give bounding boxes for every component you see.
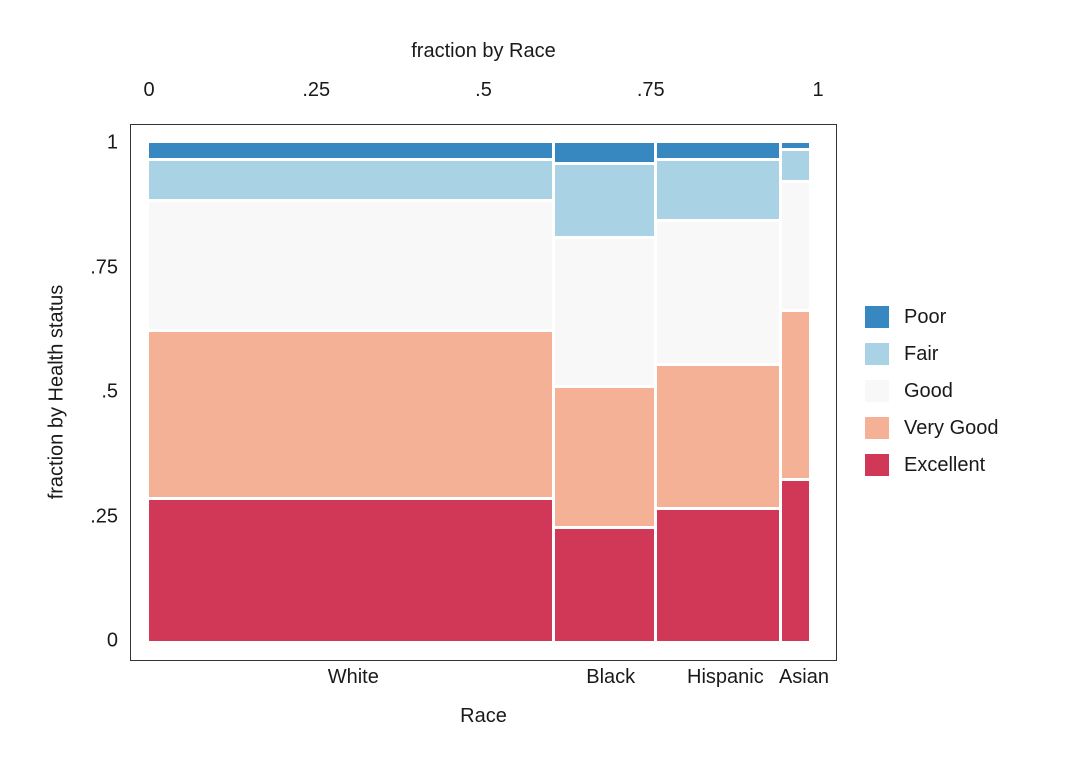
legend-swatch-very-good: [865, 417, 889, 439]
legend-row-poor: Poor: [865, 306, 999, 328]
legend-swatch-poor: [865, 306, 889, 328]
segment-hispanic-fair: [657, 160, 779, 219]
legend-label: Fair: [904, 342, 939, 365]
segment-white-excellent: [149, 500, 553, 641]
x-tick-label: .25: [302, 79, 331, 101]
mosaic-column-hispanic: [657, 143, 779, 641]
legend-swatch-fair: [865, 343, 889, 365]
y-tick-label: .75: [90, 256, 118, 278]
legend: Poor Fair Good Very Good Excellent: [865, 306, 999, 491]
segment-black-very-good: [555, 387, 655, 527]
x-tick-label: .75: [636, 79, 665, 101]
segment-white-poor: [149, 143, 553, 158]
mosaic-plot-area: [149, 143, 818, 641]
legend-label: Poor: [904, 305, 947, 328]
x-tick-label: 1: [812, 79, 824, 101]
segment-hispanic-very-good: [657, 365, 779, 507]
segment-white-very-good: [149, 331, 553, 498]
mosaic-column-white: [149, 143, 553, 641]
y-tick-label: 0: [106, 629, 118, 652]
segment-white-fair: [149, 160, 553, 200]
category-label-white: White: [327, 666, 379, 688]
x-axis-title: Race: [460, 705, 507, 727]
y-tick-label: 1: [106, 131, 118, 154]
category-label-black: Black: [586, 666, 636, 688]
segment-asian-excellent: [781, 480, 810, 641]
y-tick-label: .25: [90, 505, 118, 527]
segment-hispanic-good: [657, 221, 779, 363]
segment-hispanic-excellent: [657, 509, 779, 641]
legend-row-fair: Fair: [865, 343, 999, 365]
legend-label: Very Good: [904, 416, 999, 439]
segment-black-fair: [555, 165, 655, 236]
segment-white-good: [149, 202, 553, 329]
segment-black-excellent: [555, 529, 655, 641]
legend-swatch-excellent: [865, 454, 889, 476]
x-tick-label: .5: [475, 79, 492, 101]
segment-asian-poor: [781, 143, 810, 148]
legend-label: Good: [904, 379, 953, 402]
legend-row-excellent: Excellent: [865, 454, 999, 476]
category-label-hispanic: Hispanic: [687, 666, 764, 688]
mosaic-column-black: [555, 143, 655, 641]
segment-asian-very-good: [781, 312, 810, 478]
x-tick-label: 0: [143, 79, 155, 101]
segment-asian-fair: [781, 150, 810, 181]
segment-asian-good: [781, 183, 810, 310]
mosaic-column-asian: [781, 143, 810, 641]
top-axis-title: fraction by Race: [411, 40, 556, 62]
legend-swatch-good: [865, 380, 889, 402]
legend-row-very-good: Very Good: [865, 417, 999, 439]
category-label-asian: Asian: [778, 666, 829, 688]
segment-black-poor: [555, 143, 655, 163]
y-tick-label: .5: [101, 380, 118, 403]
segment-hispanic-poor: [657, 143, 779, 158]
legend-label: Excellent: [904, 453, 986, 476]
legend-row-good: Good: [865, 380, 999, 402]
segment-black-good: [555, 238, 655, 385]
y-axis-title: fraction by Health status: [45, 284, 68, 500]
